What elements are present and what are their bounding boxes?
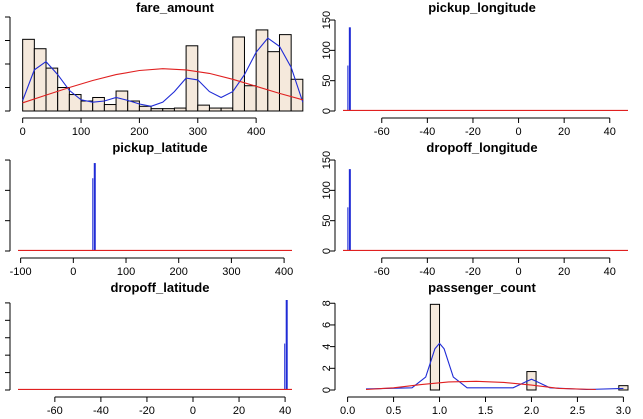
y-tick-label: 50 xyxy=(321,215,333,227)
histogram-bar xyxy=(255,29,269,112)
x-tick-label: 200 xyxy=(170,266,188,278)
histogram-bar xyxy=(150,108,164,112)
x-tick-label: 40 xyxy=(604,126,616,138)
chart-title: pickup_latitude xyxy=(112,140,207,155)
histogram-bar xyxy=(173,107,187,112)
chart-title: pickup_longitude xyxy=(428,0,536,15)
histogram-bar xyxy=(138,105,152,112)
x-tick-label: -20 xyxy=(465,266,481,278)
y-tick-label: 6 xyxy=(321,322,333,328)
histogram-bar xyxy=(45,67,59,112)
histogram-bar xyxy=(208,107,222,112)
pickup-longitude-panel: pickup_longitude 0 50 100 150 -60 -40 -20 0 20 40 xyxy=(321,0,628,138)
x-tick-label: 100 xyxy=(72,126,90,138)
chart-title: passenger_count xyxy=(428,280,536,295)
x-tick-label: -20 xyxy=(139,405,155,417)
histogram-bar xyxy=(92,96,105,112)
x-tick-label: 1.5 xyxy=(478,405,493,417)
density-curve xyxy=(22,37,304,107)
x-tick-label: -20 xyxy=(465,126,481,138)
chart-title: dropoff_latitude xyxy=(111,280,210,295)
x-tick-label: 100 xyxy=(117,266,135,278)
y-tick-label: 0 xyxy=(321,248,333,254)
x-tick-label: 0 xyxy=(20,126,26,138)
histogram-bar xyxy=(80,100,94,112)
dropoff-latitude-panel: dropoff_latitude -60 -40 -20 0 20 40 xyxy=(5,280,292,417)
x-tick-label: 200 xyxy=(130,126,148,138)
normal-curve xyxy=(22,68,303,104)
histogram-bar xyxy=(162,108,175,112)
x-tick-label: 0.5 xyxy=(386,405,401,417)
x-tick-label: 2.0 xyxy=(524,405,539,417)
x-tick-label: 400 xyxy=(275,266,293,278)
x-tick-label: 0 xyxy=(70,266,76,278)
x-tick-label: -60 xyxy=(374,126,390,138)
passenger-count-panel: passenger_count 0 2 4 6 8 0.0 0.5 1.0 1.5 2.0 2.5 3.… xyxy=(321,280,631,417)
density-spike xyxy=(93,163,96,251)
histogram-bar xyxy=(243,85,257,112)
density-curve xyxy=(365,342,624,391)
histogram-bar xyxy=(103,104,117,112)
fare-amount-panel: fare_amount 0 100 200 300 400 xyxy=(5,0,304,138)
histogram-bar xyxy=(197,104,210,112)
histogram-bar xyxy=(267,51,280,112)
x-tick-label: 300 xyxy=(222,266,240,278)
x-tick-label: 3.0 xyxy=(616,405,631,417)
histogram-bar xyxy=(232,36,245,112)
y-tick-label: 0 xyxy=(321,387,333,393)
pickup-latitude-panel: pickup_latitude -100 0 100 200 300 400 xyxy=(5,140,293,278)
x-tick-label: 0 xyxy=(190,405,196,417)
dropoff-longitude-panel: dropoff_longitude 0 50 100 150 -60 -40 -20 0 20 40 xyxy=(321,140,628,278)
x-tick-label: 1.0 xyxy=(432,405,447,417)
x-tick-label: -40 xyxy=(93,405,109,417)
density-spike xyxy=(348,169,351,251)
histogram-bar xyxy=(220,107,234,112)
y-tick-label: 0 xyxy=(321,108,333,114)
chart-title: fare_amount xyxy=(136,0,215,15)
x-tick-label: 40 xyxy=(279,405,291,417)
x-tick-label: -40 xyxy=(419,126,435,138)
y-tick-label: 100 xyxy=(321,181,333,199)
x-tick-label: 20 xyxy=(558,126,570,138)
x-tick-label: 20 xyxy=(233,405,245,417)
histogram-bar xyxy=(429,303,441,391)
histogram-bar xyxy=(68,94,82,112)
y-tick-label: 100 xyxy=(321,41,333,59)
x-tick-label: 20 xyxy=(558,266,570,278)
x-tick-label: 2.5 xyxy=(570,405,585,417)
y-tick-label: 2 xyxy=(321,365,333,371)
histogram-bar xyxy=(33,48,47,112)
y-tick-label: 150 xyxy=(321,11,333,29)
x-tick-label: -40 xyxy=(419,266,435,278)
x-tick-label: 40 xyxy=(604,266,616,278)
x-tick-label: 400 xyxy=(247,126,265,138)
y-tick-label: 150 xyxy=(321,151,333,169)
histogram-bar xyxy=(278,34,292,112)
normal-curve xyxy=(365,380,596,391)
histogram-bar xyxy=(618,385,629,391)
density-spike xyxy=(348,27,351,111)
x-tick-label: 0 xyxy=(515,266,521,278)
x-tick-label: 0.0 xyxy=(340,405,355,417)
y-tick-label: 4 xyxy=(321,344,333,350)
chart-title: dropoff_longitude xyxy=(426,140,537,155)
y-tick-label: 50 xyxy=(321,75,333,87)
x-tick-label: -60 xyxy=(374,266,390,278)
x-tick-label: 300 xyxy=(189,126,207,138)
histogram-bar xyxy=(115,90,129,112)
histogram-bar xyxy=(290,78,304,112)
x-tick-label: -60 xyxy=(47,405,63,417)
x-tick-label: 0 xyxy=(515,126,521,138)
y-tick-label: 8 xyxy=(321,300,333,306)
density-spike xyxy=(285,300,288,390)
x-tick-label: -100 xyxy=(10,266,32,278)
